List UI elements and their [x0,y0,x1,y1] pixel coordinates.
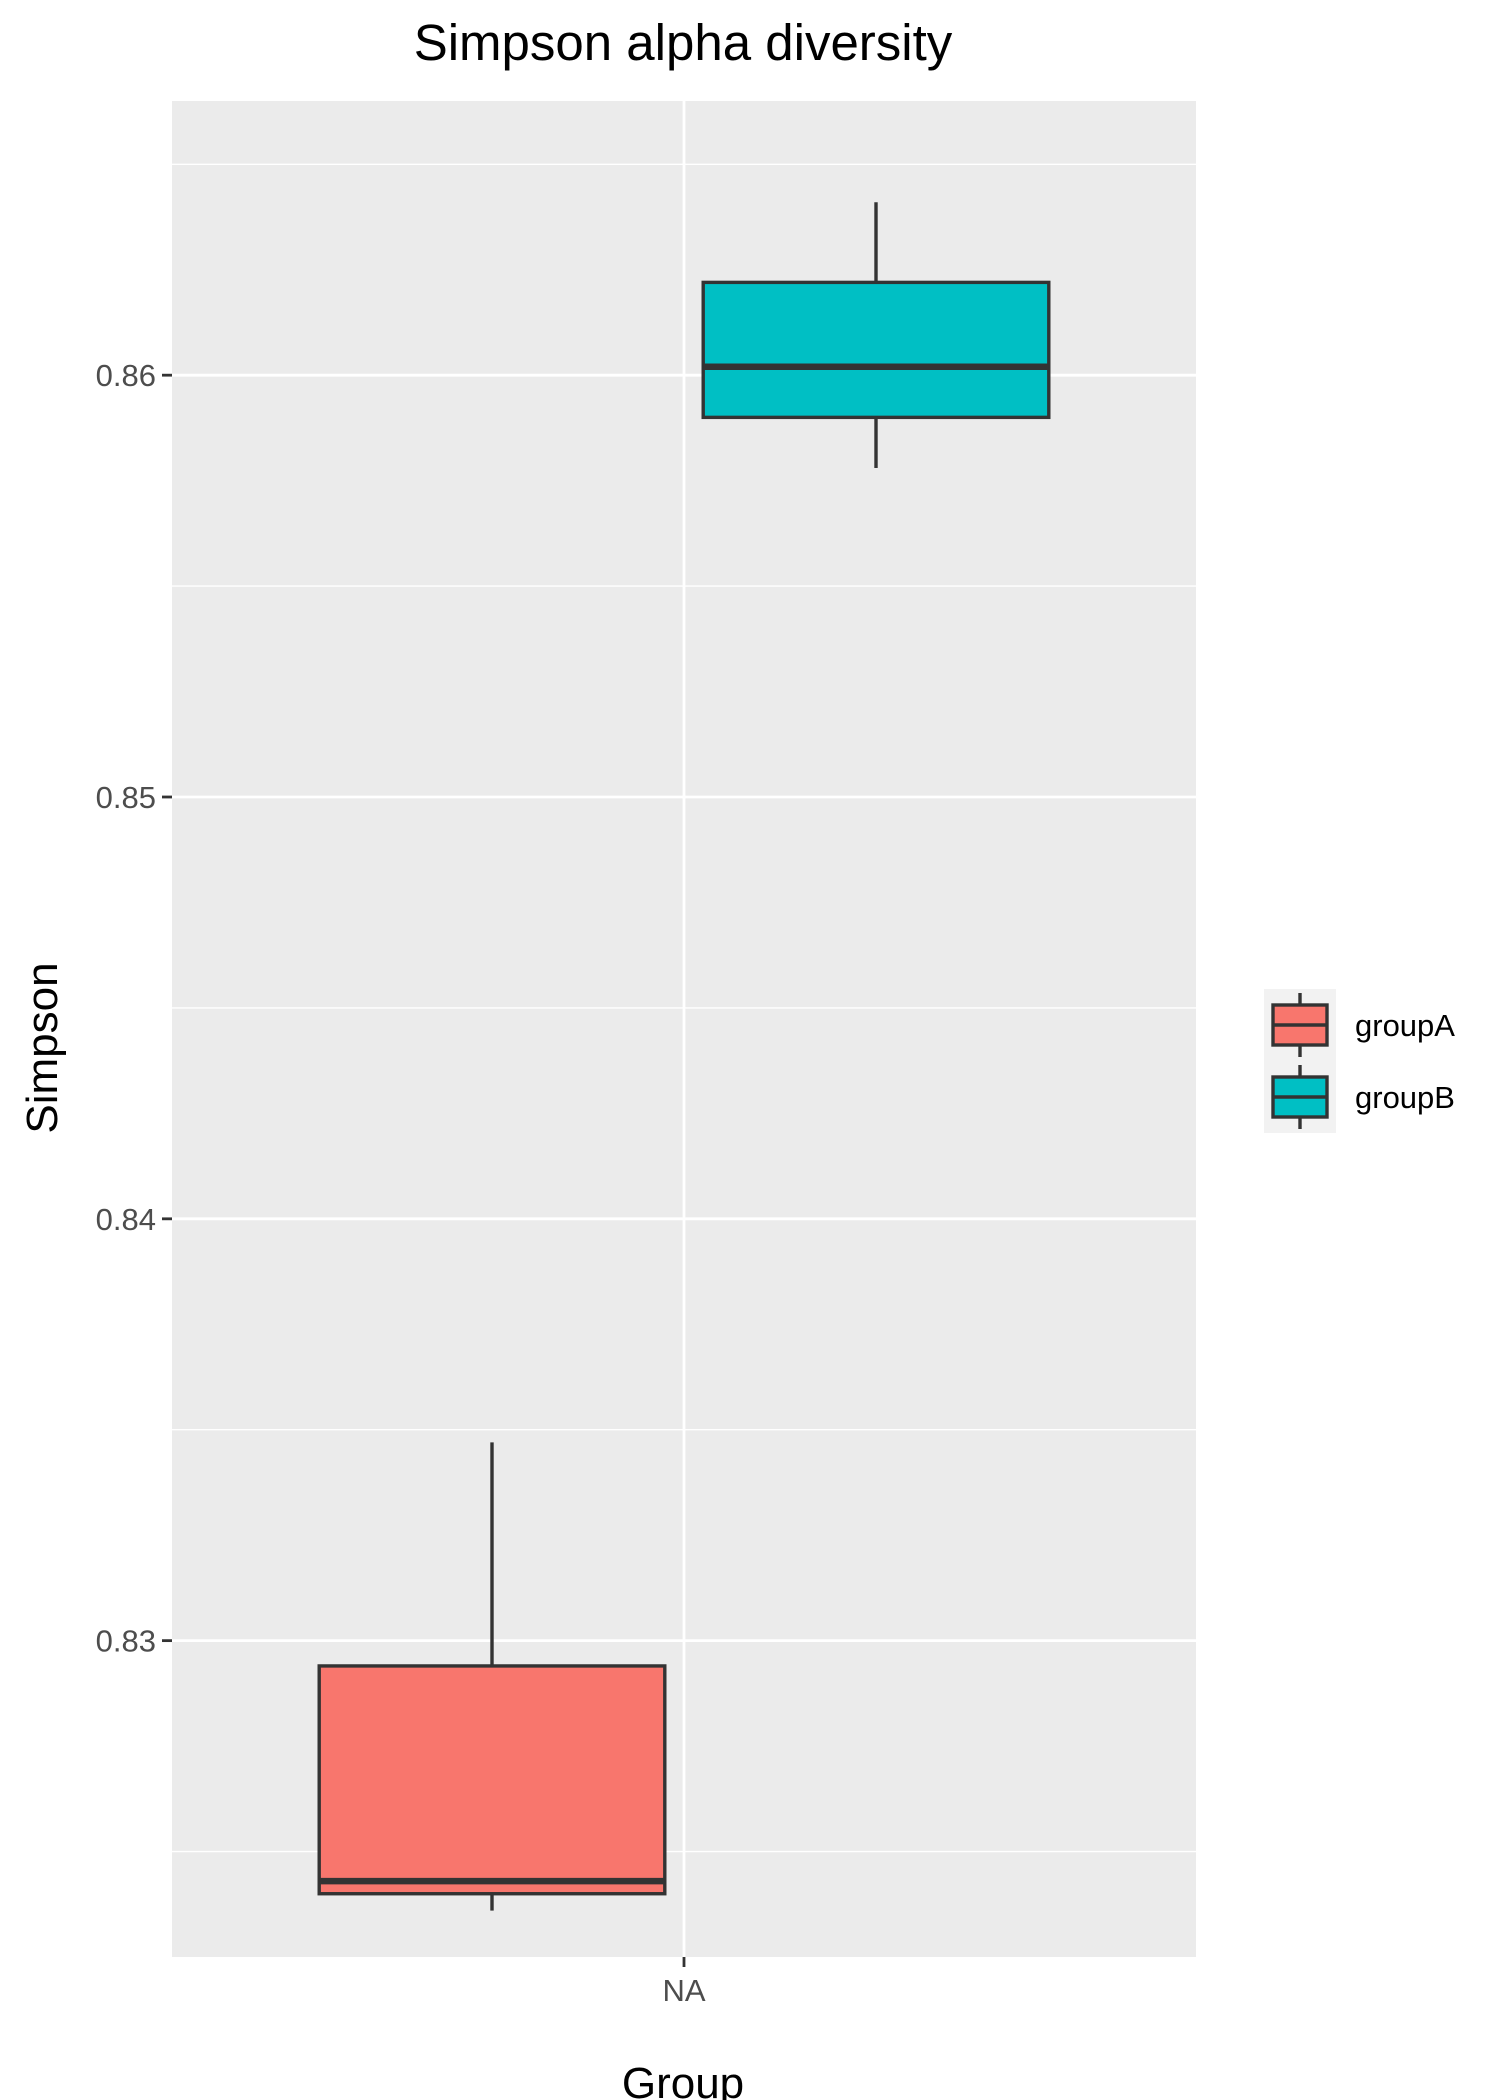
x-axis-title: Group [622,2059,744,2100]
y-axis-title: Simpson [18,962,67,1133]
legend-label: groupA [1355,1008,1455,1043]
x-tick-label: NA [662,1973,705,2008]
y-tick-label: 0.84 [96,1202,156,1237]
legend-label: groupB [1355,1080,1455,1115]
box-groupB [701,202,1051,468]
y-axis: 0.83 0.84 0.85 0.86 [96,358,172,1659]
legend-item-groupA: groupA [1264,989,1455,1061]
box-body [317,1664,667,1896]
box-groupA [317,1442,667,1911]
legend: groupA groupB [1264,989,1455,1133]
chart-title: Simpson alpha diversity [414,14,953,71]
y-tick-label: 0.85 [96,780,156,815]
boxes [317,202,1051,1911]
y-tick-label: 0.83 [96,1624,156,1659]
y-tick-label: 0.86 [96,358,156,393]
legend-item-groupB: groupB [1264,1061,1455,1133]
box-body [701,280,1051,420]
x-axis: NA [662,1957,706,2008]
